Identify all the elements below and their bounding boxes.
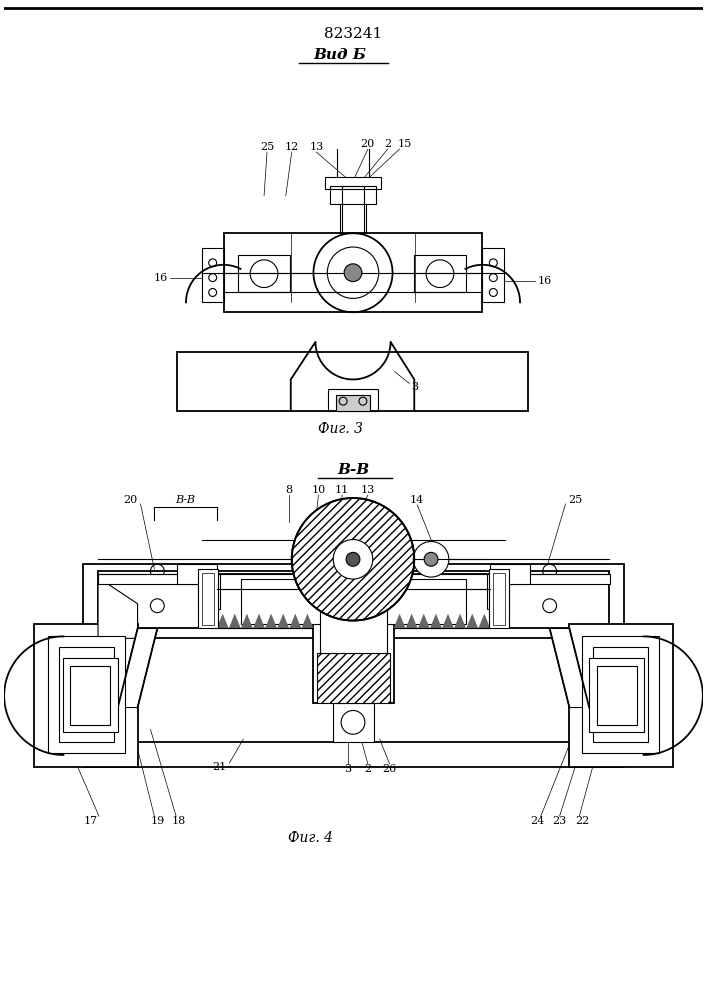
- Text: В-В: В-В: [337, 463, 369, 477]
- Text: 8: 8: [285, 485, 292, 495]
- Circle shape: [346, 552, 360, 566]
- Text: 21: 21: [213, 762, 227, 772]
- Bar: [64, 658, 118, 732]
- Bar: [569, 624, 673, 767]
- Bar: [493, 573, 506, 625]
- Bar: [342, 186, 364, 233]
- Text: 13: 13: [310, 142, 324, 152]
- Bar: [177, 564, 216, 584]
- Bar: [47, 636, 124, 753]
- Text: Фиг. 3: Фиг. 3: [317, 422, 363, 436]
- Bar: [482, 248, 504, 302]
- Bar: [223, 233, 482, 312]
- Bar: [487, 574, 509, 609]
- Text: 2: 2: [384, 139, 391, 149]
- Bar: [589, 658, 643, 732]
- Bar: [59, 647, 114, 742]
- Bar: [330, 186, 375, 204]
- Bar: [593, 647, 648, 742]
- Bar: [198, 574, 220, 609]
- Polygon shape: [265, 614, 277, 628]
- Polygon shape: [98, 584, 138, 638]
- Polygon shape: [406, 614, 418, 628]
- Text: 26: 26: [382, 764, 397, 774]
- Bar: [313, 574, 394, 703]
- Bar: [333, 703, 374, 742]
- Bar: [34, 624, 138, 767]
- Bar: [201, 573, 214, 625]
- Bar: [394, 589, 491, 628]
- Bar: [328, 389, 378, 411]
- Circle shape: [333, 540, 373, 579]
- Bar: [414, 255, 466, 292]
- Polygon shape: [216, 614, 229, 628]
- Text: 15: 15: [397, 139, 411, 149]
- Polygon shape: [478, 614, 491, 628]
- Bar: [83, 564, 624, 638]
- Text: 2: 2: [364, 764, 371, 774]
- Circle shape: [424, 552, 438, 566]
- Text: 17: 17: [84, 816, 98, 826]
- Polygon shape: [229, 614, 241, 628]
- Polygon shape: [430, 614, 442, 628]
- Text: 20: 20: [361, 139, 375, 149]
- Text: 18: 18: [172, 816, 186, 826]
- Bar: [583, 636, 660, 753]
- Bar: [597, 666, 636, 725]
- Bar: [98, 571, 609, 628]
- Circle shape: [414, 542, 449, 577]
- Polygon shape: [442, 614, 454, 628]
- Bar: [325, 177, 380, 189]
- Circle shape: [292, 498, 414, 621]
- Polygon shape: [241, 614, 253, 628]
- Polygon shape: [549, 628, 589, 708]
- Bar: [491, 564, 530, 584]
- Text: 25: 25: [568, 495, 583, 505]
- Bar: [317, 653, 390, 703]
- Text: 823241: 823241: [324, 27, 382, 41]
- Text: 3: 3: [411, 382, 418, 392]
- Bar: [496, 574, 610, 584]
- Text: Фиг. 4: Фиг. 4: [288, 831, 333, 845]
- Text: 16: 16: [153, 273, 168, 283]
- Bar: [320, 579, 387, 653]
- Polygon shape: [301, 614, 313, 628]
- Polygon shape: [277, 614, 289, 628]
- Bar: [98, 574, 213, 584]
- Polygon shape: [454, 614, 466, 628]
- Bar: [177, 352, 528, 411]
- Bar: [211, 574, 496, 628]
- Text: 19: 19: [150, 816, 165, 826]
- Polygon shape: [289, 614, 301, 628]
- Bar: [198, 569, 218, 628]
- Text: 10: 10: [311, 485, 325, 495]
- Polygon shape: [418, 614, 430, 628]
- Bar: [241, 579, 466, 624]
- Polygon shape: [253, 614, 265, 628]
- Bar: [201, 248, 223, 302]
- Bar: [337, 395, 370, 411]
- Text: 20: 20: [124, 495, 138, 505]
- Bar: [489, 569, 509, 628]
- Text: В-В: В-В: [175, 495, 195, 505]
- Text: 23: 23: [552, 816, 567, 826]
- Text: 14: 14: [410, 495, 424, 505]
- Text: 12: 12: [285, 142, 299, 152]
- Text: Вид Б: Вид Б: [314, 48, 367, 62]
- Text: 13: 13: [361, 485, 375, 495]
- Polygon shape: [394, 614, 406, 628]
- Bar: [83, 742, 624, 767]
- Bar: [216, 589, 313, 628]
- Text: 25: 25: [260, 142, 274, 152]
- Text: 22: 22: [575, 816, 590, 826]
- Bar: [71, 666, 110, 725]
- Text: 11: 11: [335, 485, 349, 495]
- Bar: [238, 255, 290, 292]
- Text: 24: 24: [531, 816, 545, 826]
- Polygon shape: [466, 614, 478, 628]
- Polygon shape: [118, 628, 158, 708]
- Text: 16: 16: [537, 276, 552, 286]
- Text: 3: 3: [344, 764, 351, 774]
- Circle shape: [344, 264, 362, 282]
